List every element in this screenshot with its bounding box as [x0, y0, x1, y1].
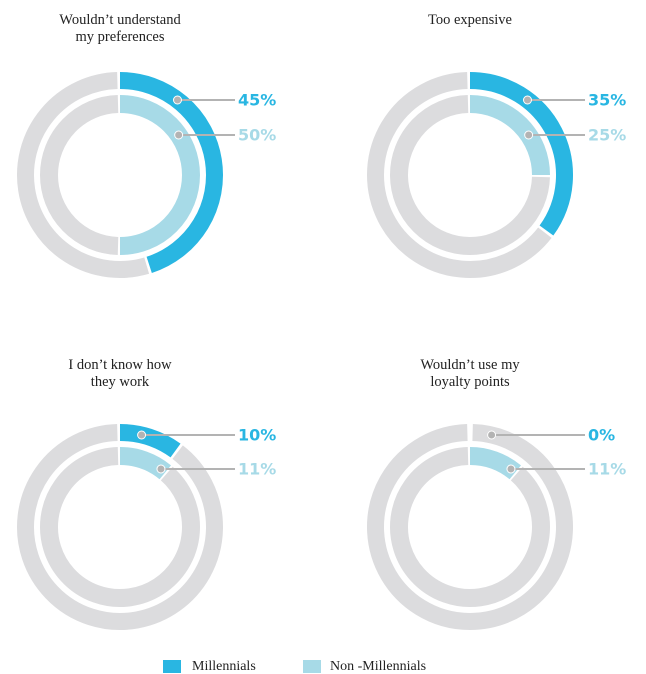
ring-track	[17, 72, 150, 278]
value-label: 50%	[238, 126, 276, 145]
ring-segment	[469, 72, 573, 236]
leader-dot	[506, 464, 516, 474]
value-label: 0%	[588, 426, 615, 445]
leader-dot	[174, 130, 184, 140]
chart-title: I don’t know how they work	[68, 357, 172, 390]
ring-track	[390, 95, 550, 255]
value-label: 11%	[238, 460, 276, 479]
ring-track	[367, 72, 552, 278]
ring-track	[40, 95, 119, 255]
leader-dot	[522, 95, 532, 105]
ring-track	[390, 447, 550, 607]
ring-segment	[119, 72, 223, 273]
chart-title: Wouldn’t use my loyalty points	[420, 357, 520, 390]
value-label: 45%	[238, 91, 276, 110]
ring-track	[40, 447, 200, 607]
ring-track	[367, 424, 573, 630]
value-label: 11%	[588, 460, 626, 479]
legend-label: Millennials	[192, 659, 256, 674]
ring-segment	[469, 95, 550, 176]
legend-swatch	[303, 660, 321, 673]
ring-segment	[119, 95, 200, 255]
chart-title: Wouldn’t understand my preferences	[59, 12, 181, 45]
leader-dot	[524, 130, 534, 140]
leader-dot	[487, 430, 497, 440]
leader-dot	[137, 430, 147, 440]
chart-title: Too expensive	[428, 12, 512, 28]
leader-dot	[172, 95, 182, 105]
ring-segment	[119, 424, 181, 458]
value-label: 25%	[588, 126, 626, 145]
ring-track	[17, 424, 223, 630]
value-label: 35%	[588, 91, 626, 110]
legend-swatch	[163, 660, 181, 673]
leader-dot	[156, 464, 166, 474]
legend-label: Non -Millennials	[330, 659, 426, 674]
value-label: 10%	[238, 426, 276, 445]
